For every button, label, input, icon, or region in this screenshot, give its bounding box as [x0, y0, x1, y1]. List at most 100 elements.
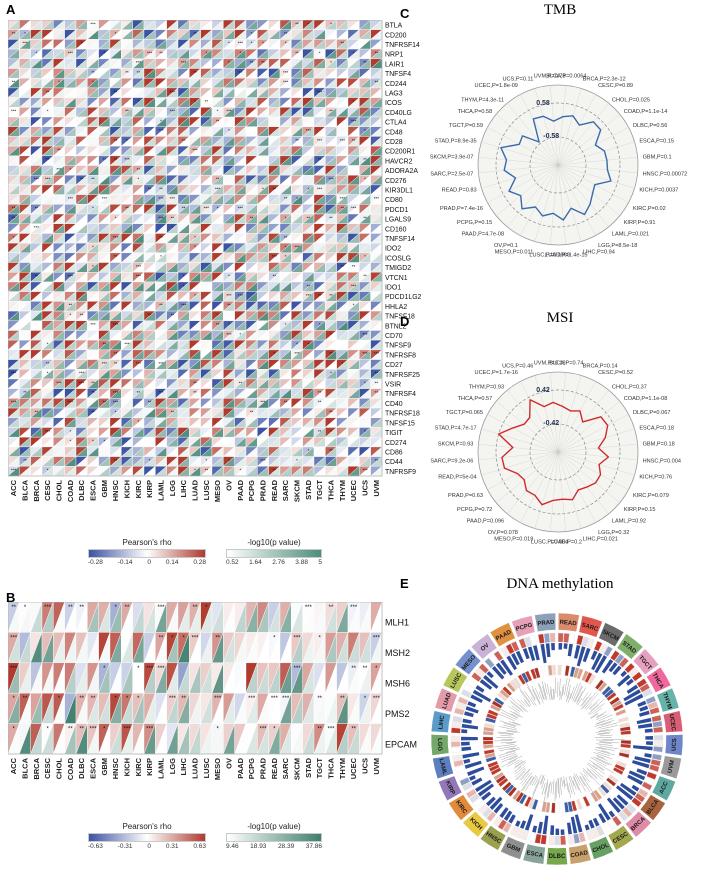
svg-text:LIHC,P=0.021: LIHC,P=0.021: [583, 536, 618, 542]
svg-text:***: ***: [351, 283, 357, 288]
svg-text:**: **: [125, 206, 129, 211]
svg-text:UVM,P=0.78: UVM,P=0.78: [534, 73, 566, 79]
svg-text:***: ***: [340, 196, 346, 201]
svg-text:*: *: [126, 138, 128, 143]
svg-text:**: **: [80, 177, 84, 182]
dna-methylation-circos-plot: READ SARCSKCMSTADTGCTTHCATHYMUCECUCSUVMAC…: [430, 612, 684, 866]
svg-text:*: *: [228, 274, 230, 279]
svg-text:***: ***: [136, 60, 142, 65]
svg-text:**: **: [125, 70, 129, 75]
svg-text:ADORA2A: ADORA2A: [385, 168, 418, 175]
svg-text:*: *: [103, 50, 105, 55]
svg-text:**: **: [79, 727, 84, 733]
svg-text:LAML,P=0.92: LAML,P=0.92: [612, 519, 646, 525]
svg-text:ACC: ACC: [659, 780, 670, 795]
svg-text:**: **: [215, 635, 220, 641]
svg-text:TIGIT: TIGIT: [385, 430, 403, 437]
svg-text:*: *: [183, 274, 185, 279]
svg-text:SARC: SARC: [581, 622, 600, 633]
svg-text:CHOL,P=0.025: CHOL,P=0.025: [612, 97, 650, 103]
svg-text:**: **: [148, 312, 152, 317]
svg-text:**: **: [340, 696, 345, 702]
svg-text:**: **: [375, 80, 379, 85]
svg-text:**: **: [295, 138, 299, 143]
svg-text:GBM,P=0.1: GBM,P=0.1: [643, 155, 672, 161]
svg-text:**: **: [193, 380, 197, 385]
svg-text:**: **: [12, 215, 16, 220]
svg-text:**: **: [329, 448, 333, 453]
legend-tick: 0.31: [165, 843, 179, 850]
svg-text:*: *: [296, 342, 298, 347]
svg-text:***: ***: [102, 361, 108, 366]
svg-text:**: **: [91, 70, 95, 75]
svg-text:TNFSF9: TNFSF9: [385, 343, 411, 350]
svg-text:*: *: [216, 727, 219, 733]
legend-tick: 0.14: [165, 559, 179, 566]
svg-text:***: ***: [293, 666, 301, 672]
svg-text:*: *: [103, 727, 106, 733]
svg-text:**: **: [69, 303, 73, 308]
svg-text:PMS2: PMS2: [385, 709, 410, 719]
svg-text:*: *: [69, 439, 71, 444]
svg-text:OV: OV: [224, 480, 233, 491]
svg-text:*: *: [115, 31, 117, 36]
svg-text:**: **: [273, 468, 277, 473]
svg-text:*: *: [262, 186, 264, 191]
svg-text:*: *: [228, 458, 230, 463]
svg-text:**: **: [352, 264, 356, 269]
svg-text:***: ***: [306, 128, 312, 133]
svg-text:**: **: [341, 206, 345, 211]
svg-text:*: *: [228, 128, 230, 133]
legend-tick: 5: [318, 559, 322, 566]
legend-tick: -0.31: [117, 843, 133, 850]
svg-text:MSH2: MSH2: [385, 648, 410, 658]
svg-text:***: ***: [238, 293, 244, 298]
svg-text:**: **: [103, 157, 107, 162]
svg-text:CHOL,P=0.37: CHOL,P=0.37: [612, 384, 647, 390]
svg-text:*: *: [182, 635, 185, 641]
svg-text:DLBC,P=0.56: DLBC,P=0.56: [633, 123, 667, 129]
svg-text:***: ***: [158, 215, 164, 220]
svg-text:*: *: [307, 448, 309, 453]
svg-text:***: ***: [11, 400, 17, 405]
svg-text:CD276: CD276: [385, 178, 407, 185]
svg-text:TNFSF15: TNFSF15: [385, 420, 415, 427]
pearson-rho-legend-title: Pearson's rho: [122, 538, 172, 547]
svg-text:***: ***: [317, 138, 323, 143]
svg-text:*: *: [194, 468, 196, 473]
svg-text:HNSC: HNSC: [111, 479, 120, 501]
svg-text:***: ***: [136, 274, 142, 279]
svg-text:**: **: [114, 138, 118, 143]
panel-a-label: A: [6, 2, 16, 17]
svg-text:*: *: [296, 458, 298, 463]
svg-text:*: *: [251, 41, 253, 46]
svg-text:**: **: [171, 312, 175, 317]
legend-tick: 37.86: [305, 843, 322, 850]
svg-text:*: *: [262, 41, 264, 46]
svg-text:***: ***: [123, 727, 131, 733]
svg-text:***: ***: [45, 429, 51, 434]
svg-text:*: *: [103, 439, 105, 444]
svg-text:KIR3DL1: KIR3DL1: [385, 188, 413, 195]
svg-text:BTLA: BTLA: [385, 23, 403, 30]
svg-text:*: *: [92, 264, 94, 269]
svg-text:ACC: ACC: [9, 479, 18, 496]
svg-text:***: ***: [157, 605, 165, 611]
svg-text:KIRC,P=0.02: KIRC,P=0.02: [633, 206, 666, 212]
svg-text:PCPG: PCPG: [247, 480, 256, 501]
svg-text:**: **: [35, 409, 39, 414]
svg-text:**: **: [317, 727, 322, 733]
svg-text:***: ***: [374, 351, 380, 356]
svg-text:KIRP: KIRP: [444, 780, 455, 796]
svg-text:**: **: [205, 99, 209, 104]
svg-text:**: **: [91, 390, 95, 395]
svg-text:TGCT: TGCT: [315, 480, 324, 501]
svg-text:PAAD,P=4.7e-08: PAAD,P=4.7e-08: [462, 232, 504, 238]
svg-text:ICOSLG: ICOSLG: [385, 255, 411, 262]
svg-text:GBM: GBM: [100, 480, 109, 498]
svg-text:**: **: [79, 696, 84, 702]
svg-text:GBM: GBM: [506, 843, 521, 854]
svg-text:*: *: [194, 244, 196, 249]
svg-text:THCA: THCA: [326, 479, 335, 500]
svg-text:***: ***: [10, 635, 18, 641]
